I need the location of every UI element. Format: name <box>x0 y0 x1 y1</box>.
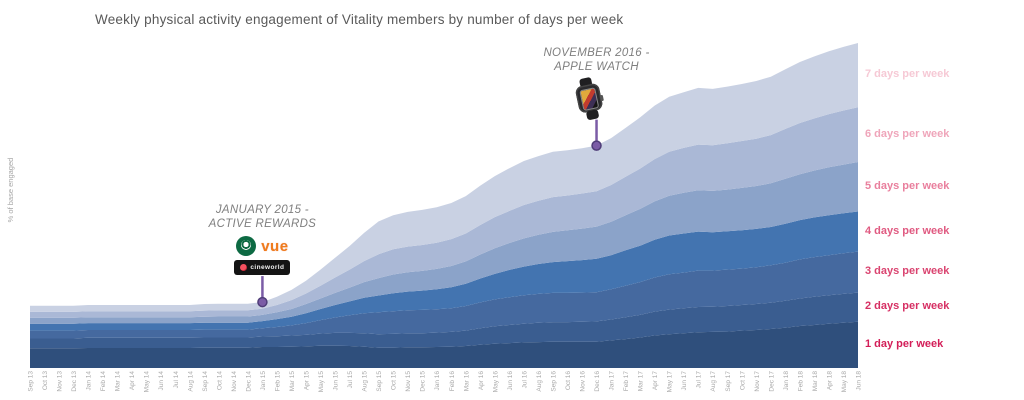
x-tick-label: Jan 16 <box>434 371 441 391</box>
band-label-4-days-per-week: 4 days per week <box>865 224 950 237</box>
partner-logo-row: vue <box>167 235 357 257</box>
annotation-dot-active-rewards <box>257 296 268 308</box>
x-tick-label: Apr 15 <box>304 371 311 391</box>
area-band-3-days-per-week <box>30 251 858 339</box>
x-tick-label: Oct 13 <box>42 371 49 391</box>
annotation-apple-watch: NOVEMBER 2016 - APPLE WATCH <box>502 46 692 121</box>
x-tick-label: Jan 18 <box>783 371 790 391</box>
annotation-dot-apple-watch <box>591 140 602 151</box>
annotation-active-rewards-line2: ACTIVE REWARDS <box>208 218 317 231</box>
vue-logo: vue <box>261 237 289 255</box>
x-tick-label: Oct 14 <box>216 371 223 391</box>
apple-watch-icon <box>573 75 605 121</box>
x-tick-label: Apr 16 <box>478 371 485 391</box>
x-tick-label: Nov 15 <box>405 371 412 392</box>
annotation-active-rewards-line1: JANUARY 2015 - <box>215 204 309 217</box>
cineworld-logo-text: cineworld <box>250 264 285 272</box>
x-tick-label: Apr 14 <box>129 371 136 391</box>
band-label-7-days-per-week: 7 days per week <box>865 68 950 81</box>
annotation-apple-watch-line1: NOVEMBER 2016 - <box>543 46 650 59</box>
x-tick-label: Oct 16 <box>565 371 572 391</box>
x-tick-label: Dec 15 <box>420 371 427 392</box>
x-tick-label: May 14 <box>144 371 151 393</box>
x-tick-label: Dec 13 <box>71 371 78 392</box>
band-label-1-day-per-week: 1 day per week <box>865 337 944 350</box>
x-tick-label: Oct 15 <box>391 371 398 391</box>
band-label-2-days-per-week: 2 days per week <box>865 300 950 313</box>
cineworld-logo-icon <box>240 264 248 272</box>
x-tick-label: Dec 16 <box>594 371 601 392</box>
x-tick-label: Feb 17 <box>623 371 630 392</box>
annotation-apple-watch-line2: APPLE WATCH <box>554 60 639 73</box>
x-tick-label: Sep 15 <box>376 371 383 392</box>
x-tick-label: Feb 16 <box>449 371 456 392</box>
area-band-7-days-per-week <box>30 43 858 312</box>
x-tick-label: Aug 15 <box>362 371 369 392</box>
cineworld-logo: cineworld <box>234 260 291 276</box>
x-tick-label: Jul 17 <box>696 371 703 389</box>
x-tick-label: Mar 15 <box>289 371 296 392</box>
x-tick-label: Dec 17 <box>768 371 775 392</box>
x-tick-label: Mar 14 <box>115 371 122 392</box>
x-tick-label: Aug 17 <box>710 371 717 392</box>
x-tick-label: Sep 13 <box>28 371 35 392</box>
x-tick-label: Apr 18 <box>826 371 833 391</box>
x-tick-label: May 16 <box>492 371 499 393</box>
x-tick-label: Sep 14 <box>202 371 209 392</box>
x-tick-label: Aug 16 <box>536 371 543 392</box>
x-tick-label: Nov 16 <box>580 371 587 392</box>
x-tick-label: Mar 16 <box>463 371 470 392</box>
x-tick-label: Apr 17 <box>652 371 659 391</box>
x-tick-label: Feb 14 <box>100 371 107 392</box>
x-tick-label: Jan 17 <box>609 371 616 391</box>
x-tick-label: Jul 16 <box>521 371 528 389</box>
x-tick-label: Sep 16 <box>550 371 557 392</box>
x-tick-label: Jan 15 <box>260 371 267 391</box>
area-band-4-days-per-week <box>30 211 858 331</box>
band-label-3-days-per-week: 3 days per week <box>865 265 950 278</box>
x-tick-label: Jan 14 <box>86 371 93 391</box>
x-tick-label: Jun 17 <box>681 371 688 391</box>
x-tick-label: Dec 14 <box>245 371 252 392</box>
chart-title: Weekly physical activity engagement of V… <box>95 12 624 27</box>
x-tick-label: Jun 14 <box>158 371 165 391</box>
x-tick-label: May 18 <box>841 371 848 393</box>
x-tick-label: Feb 15 <box>274 371 281 392</box>
x-tick-label: Nov 14 <box>231 371 238 392</box>
x-tick-label: Nov 13 <box>57 371 64 392</box>
x-tick-label: Jul 14 <box>173 371 180 389</box>
x-tick-label: Aug 14 <box>187 371 194 392</box>
area-band-2-days-per-week <box>30 292 858 349</box>
starbucks-logo-icon <box>236 236 257 257</box>
x-tick-label: Feb 18 <box>797 371 804 392</box>
x-tick-label: Mar 18 <box>812 371 819 392</box>
x-tick-label: Jun 15 <box>333 371 340 391</box>
annotation-active-rewards: JANUARY 2015 - ACTIVE REWARDS vue cinewo… <box>167 203 357 276</box>
x-tick-label: May 17 <box>667 371 674 393</box>
x-tick-label: May 15 <box>318 371 325 393</box>
x-tick-label: Nov 17 <box>754 371 761 392</box>
x-tick-label: Jun 16 <box>507 371 514 391</box>
x-tick-label: Mar 17 <box>638 371 645 392</box>
band-label-6-days-per-week: 6 days per week <box>865 127 950 140</box>
x-tick-label: Jun 18 <box>856 371 863 391</box>
x-tick-label: Oct 17 <box>739 371 746 391</box>
area-band-1-day-per-week <box>30 321 858 368</box>
band-label-5-days-per-week: 5 days per week <box>865 179 950 192</box>
x-tick-label: Sep 17 <box>725 371 732 392</box>
x-tick-label: Jul 15 <box>347 371 354 389</box>
